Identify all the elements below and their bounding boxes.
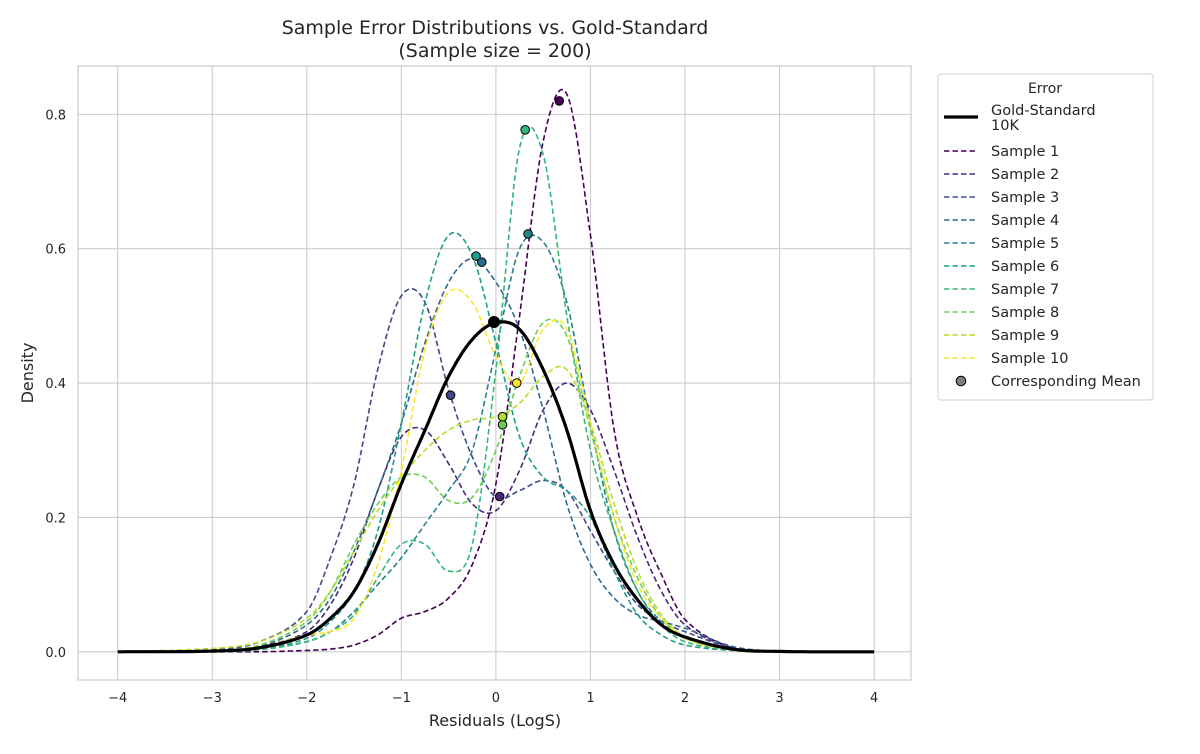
sample-mean-marker (497, 419, 508, 430)
x-tick-label: 1 (586, 691, 594, 706)
sample-mean-marker (520, 125, 531, 135)
y-tick-label: 0.2 (45, 511, 66, 526)
x-tick-label: 4 (870, 691, 878, 706)
sample-mean-marker (554, 96, 565, 106)
y-tick-label: 0.0 (45, 646, 66, 661)
x-tick-label: 2 (681, 691, 689, 706)
sample-mean-marker (523, 229, 533, 239)
legend-title: Error (1028, 81, 1062, 97)
y-tick-label: 0.6 (45, 243, 66, 258)
sample-curve (117, 257, 875, 653)
sample-curve (117, 231, 875, 653)
sample-mean-marker (476, 257, 487, 267)
legend-label: Sample 8 (991, 305, 1059, 321)
legend-label: Gold-Standard (991, 103, 1096, 119)
sample-curve (117, 288, 875, 653)
chart-subtitle: (Sample size = 200) (398, 40, 591, 62)
sample-curve (117, 126, 875, 653)
y-axis-ticks: 0.0 0.2 0.4 0.6 0.8 (45, 108, 66, 660)
y-tick-label: 0.4 (45, 377, 66, 392)
x-tick-label: −3 (203, 691, 222, 706)
sample-mean-marker (445, 390, 456, 400)
sample-mean-marker (494, 491, 505, 502)
legend-label: Sample 3 (991, 190, 1059, 206)
x-tick-label: 3 (775, 691, 783, 706)
x-tick-label: 0 (492, 691, 500, 706)
sample-mean-marker (471, 251, 481, 261)
legend-mean-marker (955, 375, 967, 387)
plot-frame (77, 65, 912, 681)
sample-curve (117, 365, 875, 653)
legend-label: Sample 10 (991, 351, 1068, 367)
x-tick-label: −2 (297, 691, 316, 706)
legend-label: Sample 5 (991, 236, 1059, 252)
sample-mean-marker (497, 411, 508, 422)
legend-box (937, 73, 1154, 401)
y-axis-label: Density (18, 343, 37, 404)
gold-standard-mean-marker (488, 315, 501, 328)
legend-label: Sample 1 (991, 144, 1059, 160)
legend-label: Sample 7 (991, 282, 1059, 298)
x-tick-label: −1 (392, 691, 411, 706)
plot-area (78, 66, 911, 680)
sample-mean-marker (511, 378, 522, 388)
x-axis-label: Residuals (LogS) (429, 711, 561, 730)
x-tick-label: −4 (108, 691, 127, 706)
chart-title: Sample Error Distributions vs. Gold-Stan… (282, 17, 709, 39)
legend-label: Sample 2 (991, 167, 1059, 183)
y-tick-label: 0.8 (45, 108, 66, 123)
x-axis-ticks: −4 −3 −2 −1 0 1 2 3 4 (108, 691, 878, 706)
legend-label: 10K (991, 118, 1019, 134)
legend-label: Corresponding Mean (991, 374, 1141, 390)
legend-label: Sample 4 (991, 213, 1059, 229)
sample-curve (117, 382, 875, 653)
legend-label: Sample 9 (991, 328, 1059, 344)
sample-curve (117, 88, 875, 653)
mean-markers (445, 96, 565, 502)
sample-curve (117, 318, 875, 653)
legend-label: Sample 6 (991, 259, 1059, 275)
